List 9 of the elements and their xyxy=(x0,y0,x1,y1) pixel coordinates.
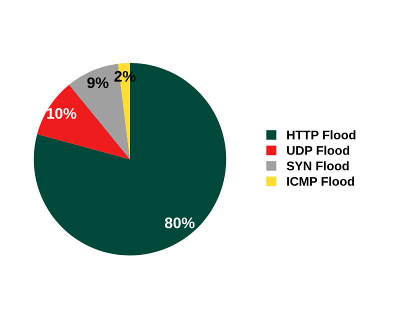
data-label: 10% xyxy=(47,108,76,119)
data-label: 80% xyxy=(164,217,195,228)
legend-label: UDP Flood xyxy=(287,146,350,155)
pie-slice xyxy=(34,63,226,256)
legend-label: SYN Flood xyxy=(286,161,349,170)
legend-label: ICMP Flood xyxy=(287,176,354,186)
legend-label: HTTP Flood xyxy=(287,130,356,140)
data-label: 2% xyxy=(114,70,136,82)
data-label: 9% xyxy=(87,77,108,88)
